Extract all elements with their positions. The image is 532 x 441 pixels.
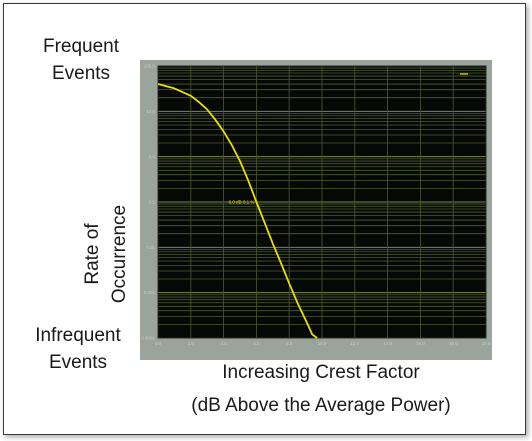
- y-tick-label: 0.0001: [141, 336, 155, 341]
- y-axis-line1: Rate of: [82, 223, 103, 285]
- frequent-line1: Frequent: [42, 36, 120, 57]
- x-tick-label: 20.0: [482, 341, 491, 346]
- x-tick-label: 6.0: [253, 341, 260, 346]
- y-tick-label: 0.001: [144, 290, 156, 295]
- annotation-label: 6.0 dB 0.1 %: [229, 200, 255, 205]
- x-tick-label: 18.0: [449, 341, 458, 346]
- x-tick-label: 14.0: [383, 341, 392, 346]
- y-tick-label: 10.0: [146, 109, 155, 114]
- x-tick-label: 2.0: [188, 341, 195, 346]
- x-tick-label: 16.0: [416, 341, 425, 346]
- x-tick-label: 12.0: [350, 341, 359, 346]
- frequent-line2: Events: [51, 63, 111, 84]
- y-tick-label: 0.01: [146, 245, 155, 250]
- frequent-events-label: Frequent Events: [22, 36, 140, 85]
- infrequent-line1: Infrequent: [35, 325, 121, 346]
- y-tick-label: 100.0: [144, 64, 156, 69]
- y-tick-label: 1.0: [149, 154, 156, 159]
- plot-border: [157, 65, 487, 339]
- y-axis-line2: Occurrence: [109, 204, 130, 304]
- x-tick-label: 10.0: [318, 341, 327, 346]
- x-tick-label: 4.0: [220, 341, 227, 346]
- x-tick-label: 0.0: [155, 341, 162, 346]
- x-axis-label-line2: (dB Above the Average Power): [191, 395, 451, 416]
- x-tick-label: 8.0: [286, 341, 293, 346]
- y-axis-label: Rate of Occurrence: [82, 184, 131, 324]
- infrequent-line2: Events: [48, 352, 108, 373]
- y-tick-label: 0.1: [149, 200, 156, 205]
- ccdf-chart: 100.0 10.0 1.0 0.1 0.01 0.001 0.0001 0.0 2.0 4.0 6…: [140, 60, 492, 360]
- infrequent-events-label: Infrequent Events: [16, 325, 140, 374]
- x-axis-label-line1: Increasing Crest Factor: [222, 362, 420, 383]
- series-line-gaussian: [157, 83, 318, 339]
